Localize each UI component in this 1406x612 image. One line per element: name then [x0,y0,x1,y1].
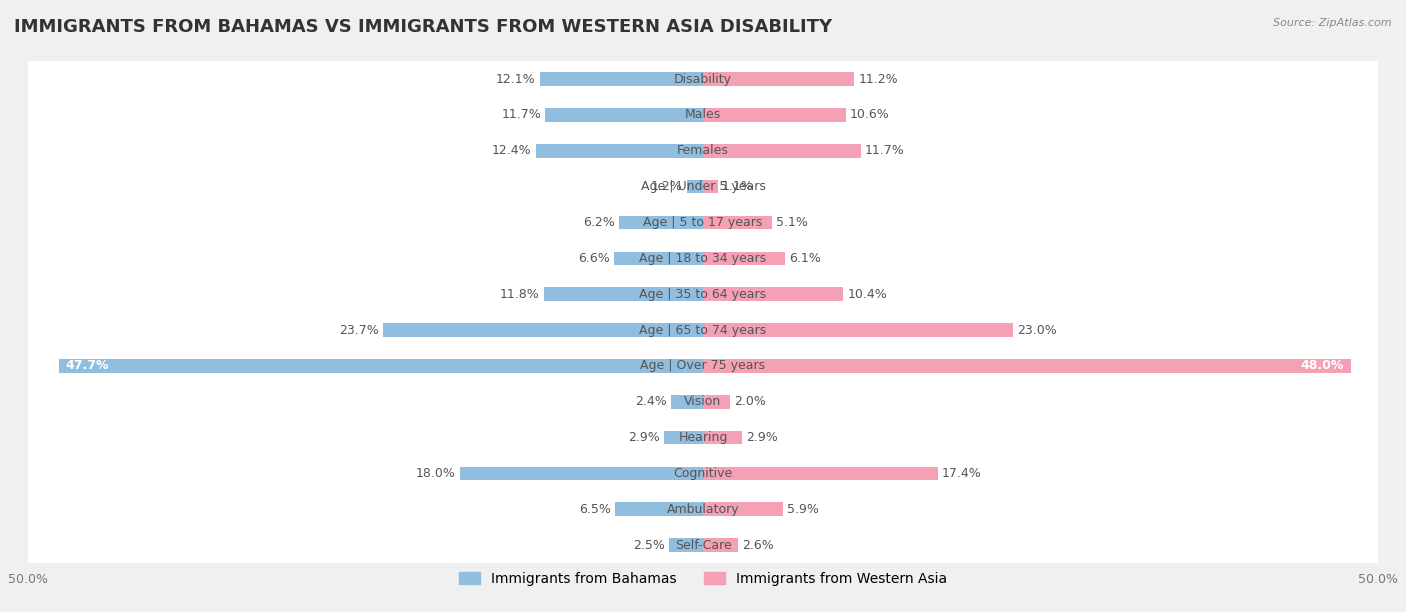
Bar [703,108,846,122]
Text: 6.1%: 6.1% [789,252,821,265]
Text: Self-Care: Self-Care [675,539,731,551]
Text: 1.1%: 1.1% [721,180,754,193]
Text: 6.2%: 6.2% [583,216,616,229]
Text: Ambulatory: Ambulatory [666,503,740,516]
Bar [28,491,1378,527]
Text: 11.2%: 11.2% [858,73,898,86]
Text: 12.4%: 12.4% [492,144,531,157]
Bar [28,276,1378,312]
Text: 47.7%: 47.7% [66,359,110,372]
Text: Cognitive: Cognitive [673,467,733,480]
Bar [460,466,703,480]
Bar [703,144,860,158]
Text: 6.5%: 6.5% [579,503,612,516]
Text: 5.9%: 5.9% [787,503,818,516]
Bar [703,395,730,409]
Bar [28,169,1378,204]
Bar [703,539,738,552]
Bar [703,288,844,301]
Bar [703,72,855,86]
Text: 11.8%: 11.8% [501,288,540,300]
Bar [28,312,1378,348]
Bar [28,420,1378,455]
Bar [540,72,703,86]
Bar [669,539,703,552]
Bar [28,527,1378,563]
Bar [703,323,1014,337]
Legend: Immigrants from Bahamas, Immigrants from Western Asia: Immigrants from Bahamas, Immigrants from… [453,566,953,591]
Text: Females: Females [678,144,728,157]
Text: 11.7%: 11.7% [502,108,541,121]
Text: 10.6%: 10.6% [851,108,890,121]
Bar [546,108,703,122]
Text: Age | 5 to 17 years: Age | 5 to 17 years [644,216,762,229]
Bar [616,502,703,516]
Text: 17.4%: 17.4% [942,467,981,480]
Bar [619,215,703,230]
Text: Disability: Disability [673,73,733,86]
Text: 2.4%: 2.4% [634,395,666,408]
Bar [703,502,783,516]
Text: 23.0%: 23.0% [1018,324,1057,337]
Text: Males: Males [685,108,721,121]
Bar [544,288,703,301]
Bar [28,241,1378,276]
Bar [28,455,1378,491]
Bar [703,466,938,480]
Text: 2.9%: 2.9% [628,431,659,444]
Bar [28,384,1378,420]
Bar [703,431,742,444]
Bar [536,144,703,158]
Text: 2.0%: 2.0% [734,395,766,408]
Text: Age | Under 5 years: Age | Under 5 years [641,180,765,193]
Text: IMMIGRANTS FROM BAHAMAS VS IMMIGRANTS FROM WESTERN ASIA DISABILITY: IMMIGRANTS FROM BAHAMAS VS IMMIGRANTS FR… [14,18,832,36]
Bar [703,215,772,230]
Text: 10.4%: 10.4% [848,288,887,300]
Bar [671,395,703,409]
Text: Vision: Vision [685,395,721,408]
Bar [28,133,1378,169]
Bar [28,97,1378,133]
Bar [703,180,718,193]
Bar [28,348,1378,384]
Text: 18.0%: 18.0% [416,467,456,480]
Text: 11.7%: 11.7% [865,144,904,157]
Text: 23.7%: 23.7% [339,324,380,337]
Bar [59,359,703,373]
Text: 1.2%: 1.2% [651,180,683,193]
Bar [686,180,703,193]
Bar [28,204,1378,241]
Text: Age | Over 75 years: Age | Over 75 years [641,359,765,372]
Text: 6.6%: 6.6% [578,252,610,265]
Bar [703,359,1351,373]
Text: 2.9%: 2.9% [747,431,778,444]
Text: Hearing: Hearing [678,431,728,444]
Text: 12.1%: 12.1% [496,73,536,86]
Text: Source: ZipAtlas.com: Source: ZipAtlas.com [1274,18,1392,28]
Text: 48.0%: 48.0% [1301,359,1344,372]
Text: 2.6%: 2.6% [742,539,773,551]
Text: 2.5%: 2.5% [633,539,665,551]
Text: Age | 18 to 34 years: Age | 18 to 34 years [640,252,766,265]
Bar [28,61,1378,97]
Bar [664,431,703,444]
Text: Age | 65 to 74 years: Age | 65 to 74 years [640,324,766,337]
Text: 5.1%: 5.1% [776,216,808,229]
Text: Age | 35 to 64 years: Age | 35 to 64 years [640,288,766,300]
Bar [614,252,703,265]
Bar [382,323,703,337]
Bar [703,252,786,265]
